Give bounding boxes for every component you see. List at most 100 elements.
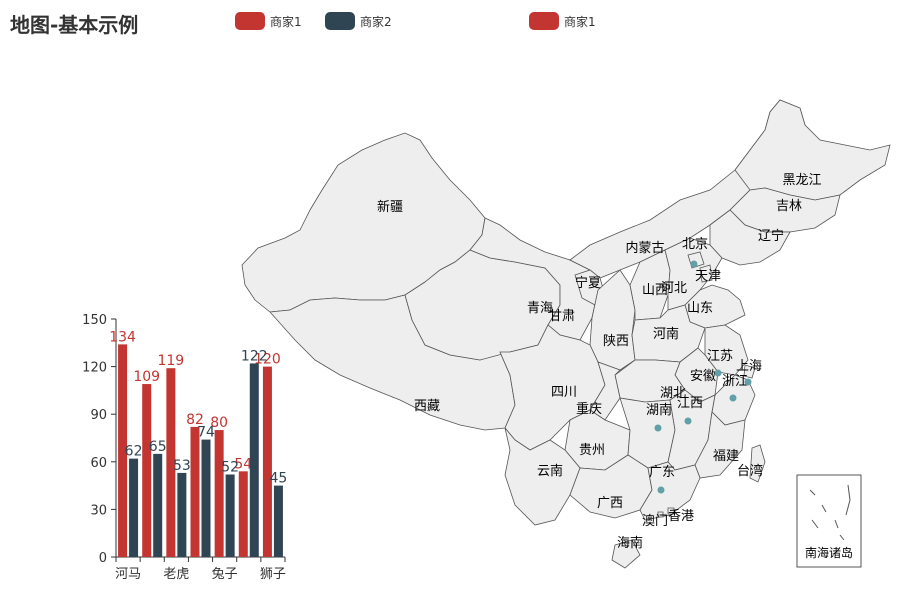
south-sea-inset[interactable]: 南海诸岛: [796, 474, 862, 568]
province-label: 北京: [682, 237, 708, 252]
y-tick-label: 90: [90, 408, 107, 423]
province-label: 辽宁: [758, 228, 784, 244]
map-scatter-point[interactable]: [729, 394, 737, 402]
map-scatter-point[interactable]: [690, 260, 698, 268]
province-guangdong[interactable]: [639, 461, 701, 521]
province-label: 山东: [687, 301, 713, 316]
bar-series1[interactable]: [190, 426, 200, 557]
china-map[interactable]: [241, 99, 891, 569]
legend-label-series1: 商家1: [270, 14, 302, 29]
map-scatter-points: [654, 260, 752, 494]
province-label: 新疆: [377, 199, 403, 215]
bar-data-label: 82: [186, 412, 204, 428]
bar-series2[interactable]: [201, 439, 211, 557]
x-tick-label: 狮子: [260, 567, 286, 582]
legend-swatch-series2: [325, 12, 355, 30]
bar-series1[interactable]: [118, 344, 128, 557]
province-label: 陕西: [603, 334, 629, 349]
province-tianjin[interactable]: [699, 264, 713, 283]
bar-data-label: 65: [149, 439, 167, 455]
province-shanghai[interactable]: [743, 364, 756, 379]
legend-item-series2[interactable]: 商家2: [325, 12, 392, 30]
chart-title: 地图-基本示例: [10, 13, 139, 37]
legend-swatch-series1: [235, 12, 265, 30]
bar-data-label: 45: [270, 471, 288, 487]
bar-data-label: 119: [157, 353, 184, 369]
y-tick-label: 60: [90, 456, 107, 471]
province-label: 云南: [537, 463, 563, 479]
bar-series1[interactable]: [262, 366, 272, 557]
bar-series2[interactable]: [153, 453, 163, 557]
x-tick-label: 兔子: [212, 567, 238, 582]
legend-label-map-series: 商家1: [564, 14, 596, 29]
province-label: 宁夏: [575, 275, 601, 291]
province-label: 河北: [661, 281, 687, 296]
province-label: 香港: [668, 509, 694, 524]
x-tick-label: 河马: [115, 567, 141, 582]
province-label: 青海: [527, 301, 553, 316]
province-label: 河南: [653, 326, 679, 342]
bar-series1[interactable]: [214, 430, 224, 557]
x-tick-label: 老虎: [163, 567, 189, 582]
province-label: 台湾: [737, 463, 763, 479]
bar-data-label: 54: [234, 456, 252, 472]
province-label: 浙江: [722, 374, 748, 389]
map-scatter-point[interactable]: [684, 417, 692, 425]
province-label: 江西: [677, 396, 703, 411]
province-label: 江苏: [707, 348, 733, 364]
bar-data-label: 52: [221, 459, 239, 475]
province-chongqing[interactable]: [589, 361, 621, 421]
province-label: 四川: [551, 385, 577, 400]
province-label: 安徽: [690, 369, 716, 384]
y-tick-label: 0: [99, 551, 107, 566]
province-label: 重庆: [576, 401, 602, 417]
province-label: 湖北: [660, 386, 686, 401]
bar-data-label: 109: [133, 369, 160, 385]
province-macau[interactable]: [657, 511, 664, 518]
province-hongkong[interactable]: [667, 507, 675, 515]
south-sea-label: 南海诸岛: [805, 545, 853, 560]
bar-data-label: 134: [109, 329, 136, 345]
y-tick-label: 150: [82, 313, 107, 328]
bar-series1[interactable]: [142, 384, 152, 557]
legend-item-series1[interactable]: 商家1: [235, 12, 302, 30]
bar-data-label: 53: [173, 458, 191, 474]
map-scatter-point[interactable]: [714, 369, 722, 377]
y-tick-label: 120: [82, 361, 107, 376]
legend-label-series2: 商家2: [360, 14, 392, 29]
bar-series1[interactable]: [238, 471, 248, 557]
map-scatter-point[interactable]: [657, 486, 665, 494]
bar-data-label: 122: [241, 348, 268, 364]
map-scatter-point[interactable]: [744, 378, 752, 386]
south-sea-frame: [796, 474, 862, 568]
province-label: 海南: [617, 535, 643, 551]
province-label: 湖南: [646, 402, 672, 418]
province-taiwan[interactable]: [749, 444, 766, 483]
province-label: 福建: [713, 449, 739, 464]
legend-item-map-series[interactable]: 商家1: [529, 12, 596, 30]
south-sea-islands: [809, 484, 851, 541]
bar-series2[interactable]: [129, 458, 139, 557]
bar-series2[interactable]: [249, 363, 259, 557]
map-scatter-point[interactable]: [654, 424, 662, 432]
bar-data-label: 80: [210, 415, 228, 431]
bar-series2[interactable]: [225, 474, 235, 557]
province-label: 广东: [649, 465, 675, 480]
bar-series2[interactable]: [177, 472, 187, 557]
province-henan[interactable]: [631, 304, 706, 363]
province-label: 吉林: [776, 199, 802, 214]
bar-data-label: 120: [254, 352, 281, 368]
bar-series2[interactable]: [273, 485, 283, 557]
province-label: 黑龙江: [782, 173, 821, 188]
province-label: 西藏: [414, 399, 440, 414]
bar-data-label: 62: [125, 444, 143, 460]
bar-series1[interactable]: [166, 368, 176, 557]
province-label: 澳门: [642, 513, 668, 529]
province-label: 甘肃: [549, 309, 575, 324]
province-label: 山西: [642, 283, 668, 298]
province-hainan[interactable]: [611, 539, 641, 569]
province-label: 贵州: [579, 443, 605, 458]
